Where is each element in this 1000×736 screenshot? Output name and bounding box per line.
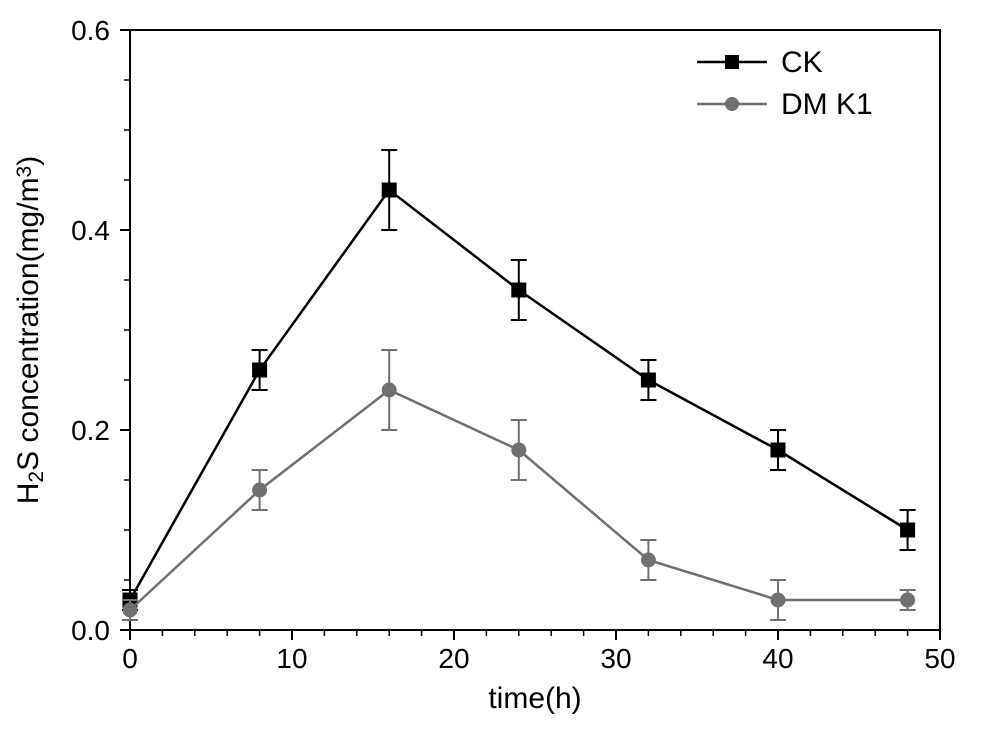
marker-square (382, 183, 396, 197)
x-tick-label: 50 (924, 643, 955, 674)
x-tick-label: 10 (276, 643, 307, 674)
series-line-CK (130, 190, 908, 600)
legend-marker (725, 97, 739, 111)
marker-circle (123, 603, 137, 617)
marker-circle (253, 483, 267, 497)
marker-circle (901, 593, 915, 607)
line-chart: 0 10 20 30 40 50 time(h) 0.0 0.2 0.4 0.6 H2S concen… (0, 0, 1000, 736)
marker-circle (641, 553, 655, 567)
marker-square (771, 443, 785, 457)
legend-marker (725, 55, 739, 69)
marker-square (512, 283, 526, 297)
y-tick-label: 0.2 (71, 415, 110, 446)
chart-container: 0 10 20 30 40 50 time(h) 0.0 0.2 0.4 0.6 H2S concen… (0, 0, 1000, 736)
marker-circle (771, 593, 785, 607)
x-tick-label: 0 (122, 643, 138, 674)
x-tick-label: 20 (438, 643, 469, 674)
y-tick-label: 0.0 (71, 615, 110, 646)
legend-label: CK (781, 46, 823, 79)
marker-circle (382, 383, 396, 397)
y-tick-label: 0.6 (71, 15, 110, 46)
marker-square (253, 363, 267, 377)
y-axis-label: H2S concentration(mg/m3) (12, 156, 48, 505)
marker-square (641, 373, 655, 387)
legend-label: DM K1 (781, 88, 873, 121)
x-tick-label: 30 (600, 643, 631, 674)
marker-square (901, 523, 915, 537)
x-tick-label: 40 (762, 643, 793, 674)
marker-circle (512, 443, 526, 457)
y-tick-label: 0.4 (71, 215, 110, 246)
x-axis-label: time(h) (488, 682, 581, 715)
